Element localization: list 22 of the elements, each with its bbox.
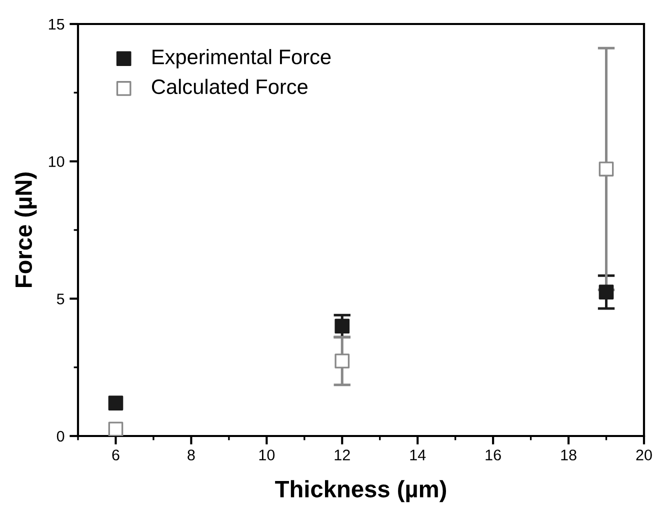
point	[108, 396, 124, 410]
point	[108, 422, 124, 436]
x-tick-label: 6	[112, 450, 120, 460]
x-tick-label: 14	[410, 450, 426, 460]
y-axis-title: Force (µN)	[14, 172, 37, 288]
legend-label: Experimental Force	[152, 49, 331, 68]
legend-label: Calculated Force	[152, 78, 308, 94]
x-tick-label: 16	[486, 450, 501, 460]
x-tick-label: 12	[334, 450, 350, 460]
point	[334, 318, 350, 334]
point	[334, 354, 350, 368]
y-tick-label: 5	[56, 294, 64, 304]
point	[598, 162, 614, 176]
x-axis-title: Thickness (µm)	[275, 480, 446, 502]
x-tick-label: 20	[636, 450, 652, 460]
y-tick-label: 0	[56, 430, 64, 442]
x-tick-label: 10	[259, 450, 275, 460]
x-tick-label: 18	[561, 450, 576, 460]
y-tick-label: 15	[48, 19, 64, 30]
point	[598, 284, 614, 300]
y-tick-label: 10	[48, 156, 64, 168]
x-tick-label: 8	[188, 450, 195, 460]
